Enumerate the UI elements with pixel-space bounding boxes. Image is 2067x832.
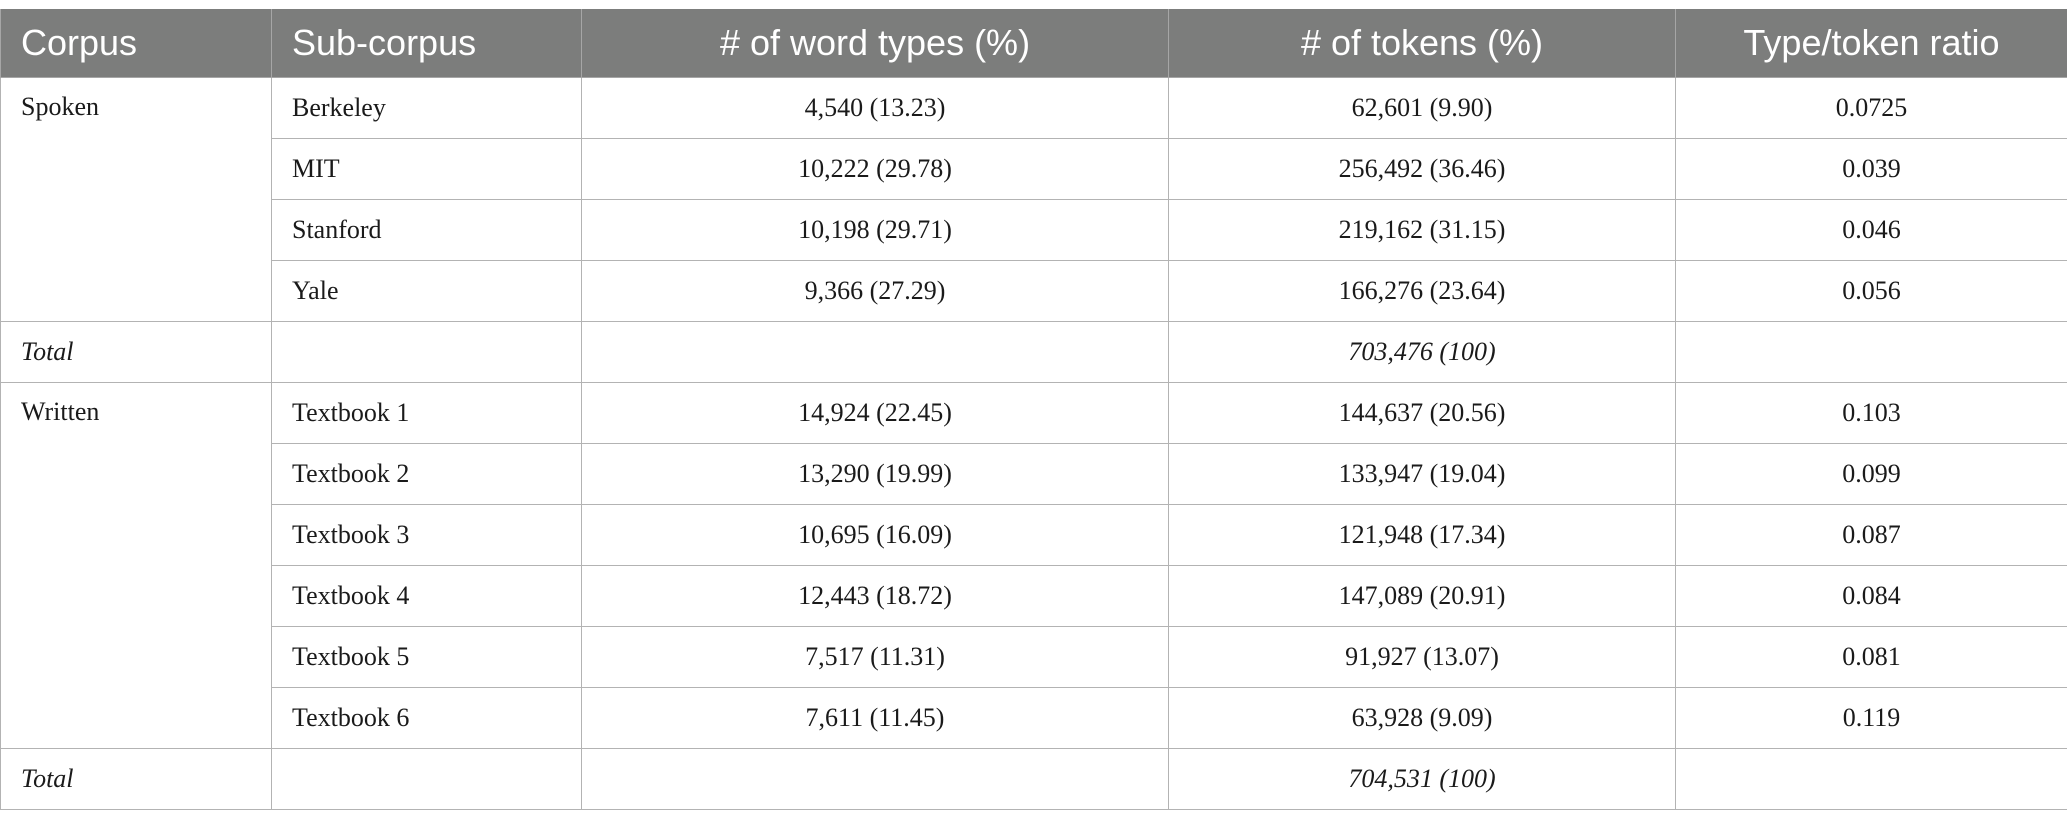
tokens-cell: 91,927 (13.07): [1168, 626, 1676, 688]
word-types-cell: 10,222 (29.78): [581, 138, 1169, 200]
ratio-cell: 0.099: [1675, 443, 2067, 505]
word-types-cell: 14,924 (22.45): [581, 382, 1169, 444]
ratio-cell: 0.103: [1675, 382, 2067, 444]
table-row: Stanford 10,198 (29.71) 219,162 (31.15) …: [1, 199, 2067, 261]
total-label: Total: [0, 321, 272, 383]
word-types-cell: 4,540 (13.23): [581, 77, 1169, 139]
table-row: Textbook 2 13,290 (19.99) 133,947 (19.04…: [1, 443, 2067, 505]
table-row: Textbook 3 10,695 (16.09) 121,948 (17.34…: [1, 504, 2067, 566]
sub-corpus-cell: Textbook 6: [271, 687, 582, 749]
table-row: Spoken Berkeley 4,540 (13.23) 62,601 (9.…: [0, 77, 2067, 322]
corpus-cell-spoken: Spoken: [0, 77, 272, 322]
word-types-cell: 9,366 (27.29): [581, 260, 1169, 322]
tokens-cell: 121,948 (17.34): [1168, 504, 1676, 566]
tokens-cell: 166,276 (23.64): [1168, 260, 1676, 322]
header-tokens: # of tokens (%): [1168, 9, 1676, 78]
corpus-cell-written: Written: [0, 382, 272, 749]
tokens-cell: 133,947 (19.04): [1168, 443, 1676, 505]
header-word-types: # of word types (%): [581, 9, 1169, 78]
header-corpus: Corpus: [0, 9, 272, 78]
total-label: Total: [0, 748, 272, 810]
sub-corpus-cell: Stanford: [271, 199, 582, 261]
ratio-cell: 0.084: [1675, 565, 2067, 627]
tokens-cell: 63,928 (9.09): [1168, 687, 1676, 749]
empty-cell: [1675, 321, 2067, 383]
word-types-cell: 10,695 (16.09): [581, 504, 1169, 566]
table-header-row: Corpus Sub-corpus # of word types (%) # …: [0, 9, 2067, 78]
sub-corpus-cell: Textbook 3: [271, 504, 582, 566]
table-row: Yale 9,366 (27.29) 166,276 (23.64) 0.056: [1, 260, 2067, 322]
total-tokens-cell: 703,476 (100): [1168, 321, 1676, 383]
empty-cell: [581, 748, 1169, 810]
sub-corpus-cell: Textbook 2: [271, 443, 582, 505]
empty-cell: [271, 321, 582, 383]
ratio-cell: 0.081: [1675, 626, 2067, 688]
ratio-cell: 0.046: [1675, 199, 2067, 261]
total-row-spoken: Total 703,476 (100): [0, 321, 2067, 383]
table-row: Written Textbook 1 14,924 (22.45) 144,63…: [0, 382, 2067, 749]
tokens-cell: 219,162 (31.15): [1168, 199, 1676, 261]
ratio-cell: 0.039: [1675, 138, 2067, 200]
ratio-cell: 0.087: [1675, 504, 2067, 566]
header-sub-corpus: Sub-corpus: [271, 9, 582, 78]
sub-corpus-cell: Textbook 1: [271, 382, 582, 444]
tokens-cell: 144,637 (20.56): [1168, 382, 1676, 444]
word-types-cell: 7,611 (11.45): [581, 687, 1169, 749]
word-types-cell: 7,517 (11.31): [581, 626, 1169, 688]
empty-cell: [581, 321, 1169, 383]
ratio-cell: 0.056: [1675, 260, 2067, 322]
word-types-cell: 13,290 (19.99): [581, 443, 1169, 505]
empty-cell: [1675, 748, 2067, 810]
ratio-cell: 0.0725: [1675, 77, 2067, 139]
table-row: MIT 10,222 (29.78) 256,492 (36.46) 0.039: [1, 138, 2067, 200]
corpus-statistics-table: Corpus Sub-corpus # of word types (%) # …: [0, 9, 2067, 810]
ratio-cell: 0.119: [1675, 687, 2067, 749]
sub-corpus-cell: Textbook 4: [271, 565, 582, 627]
tokens-cell: 147,089 (20.91): [1168, 565, 1676, 627]
sub-corpus-cell: Textbook 5: [271, 626, 582, 688]
table-row: Textbook 4 12,443 (18.72) 147,089 (20.91…: [1, 565, 2067, 627]
total-tokens-cell: 704,531 (100): [1168, 748, 1676, 810]
sub-corpus-cell: Yale: [271, 260, 582, 322]
tokens-cell: 62,601 (9.90): [1168, 77, 1676, 139]
corpus-table-container: Corpus Sub-corpus # of word types (%) # …: [0, 9, 2067, 810]
table-row: Textbook 5 7,517 (11.31) 91,927 (13.07) …: [1, 626, 2067, 688]
empty-cell: [271, 748, 582, 810]
word-types-cell: 12,443 (18.72): [581, 565, 1169, 627]
total-row-written: Total 704,531 (100): [0, 748, 2067, 810]
tokens-cell: 256,492 (36.46): [1168, 138, 1676, 200]
sub-corpus-cell: Berkeley: [271, 77, 582, 139]
sub-corpus-cell: MIT: [271, 138, 582, 200]
table-row: Textbook 6 7,611 (11.45) 63,928 (9.09) 0…: [1, 687, 2067, 749]
word-types-cell: 10,198 (29.71): [581, 199, 1169, 261]
header-type-token-ratio: Type/token ratio: [1675, 9, 2067, 78]
